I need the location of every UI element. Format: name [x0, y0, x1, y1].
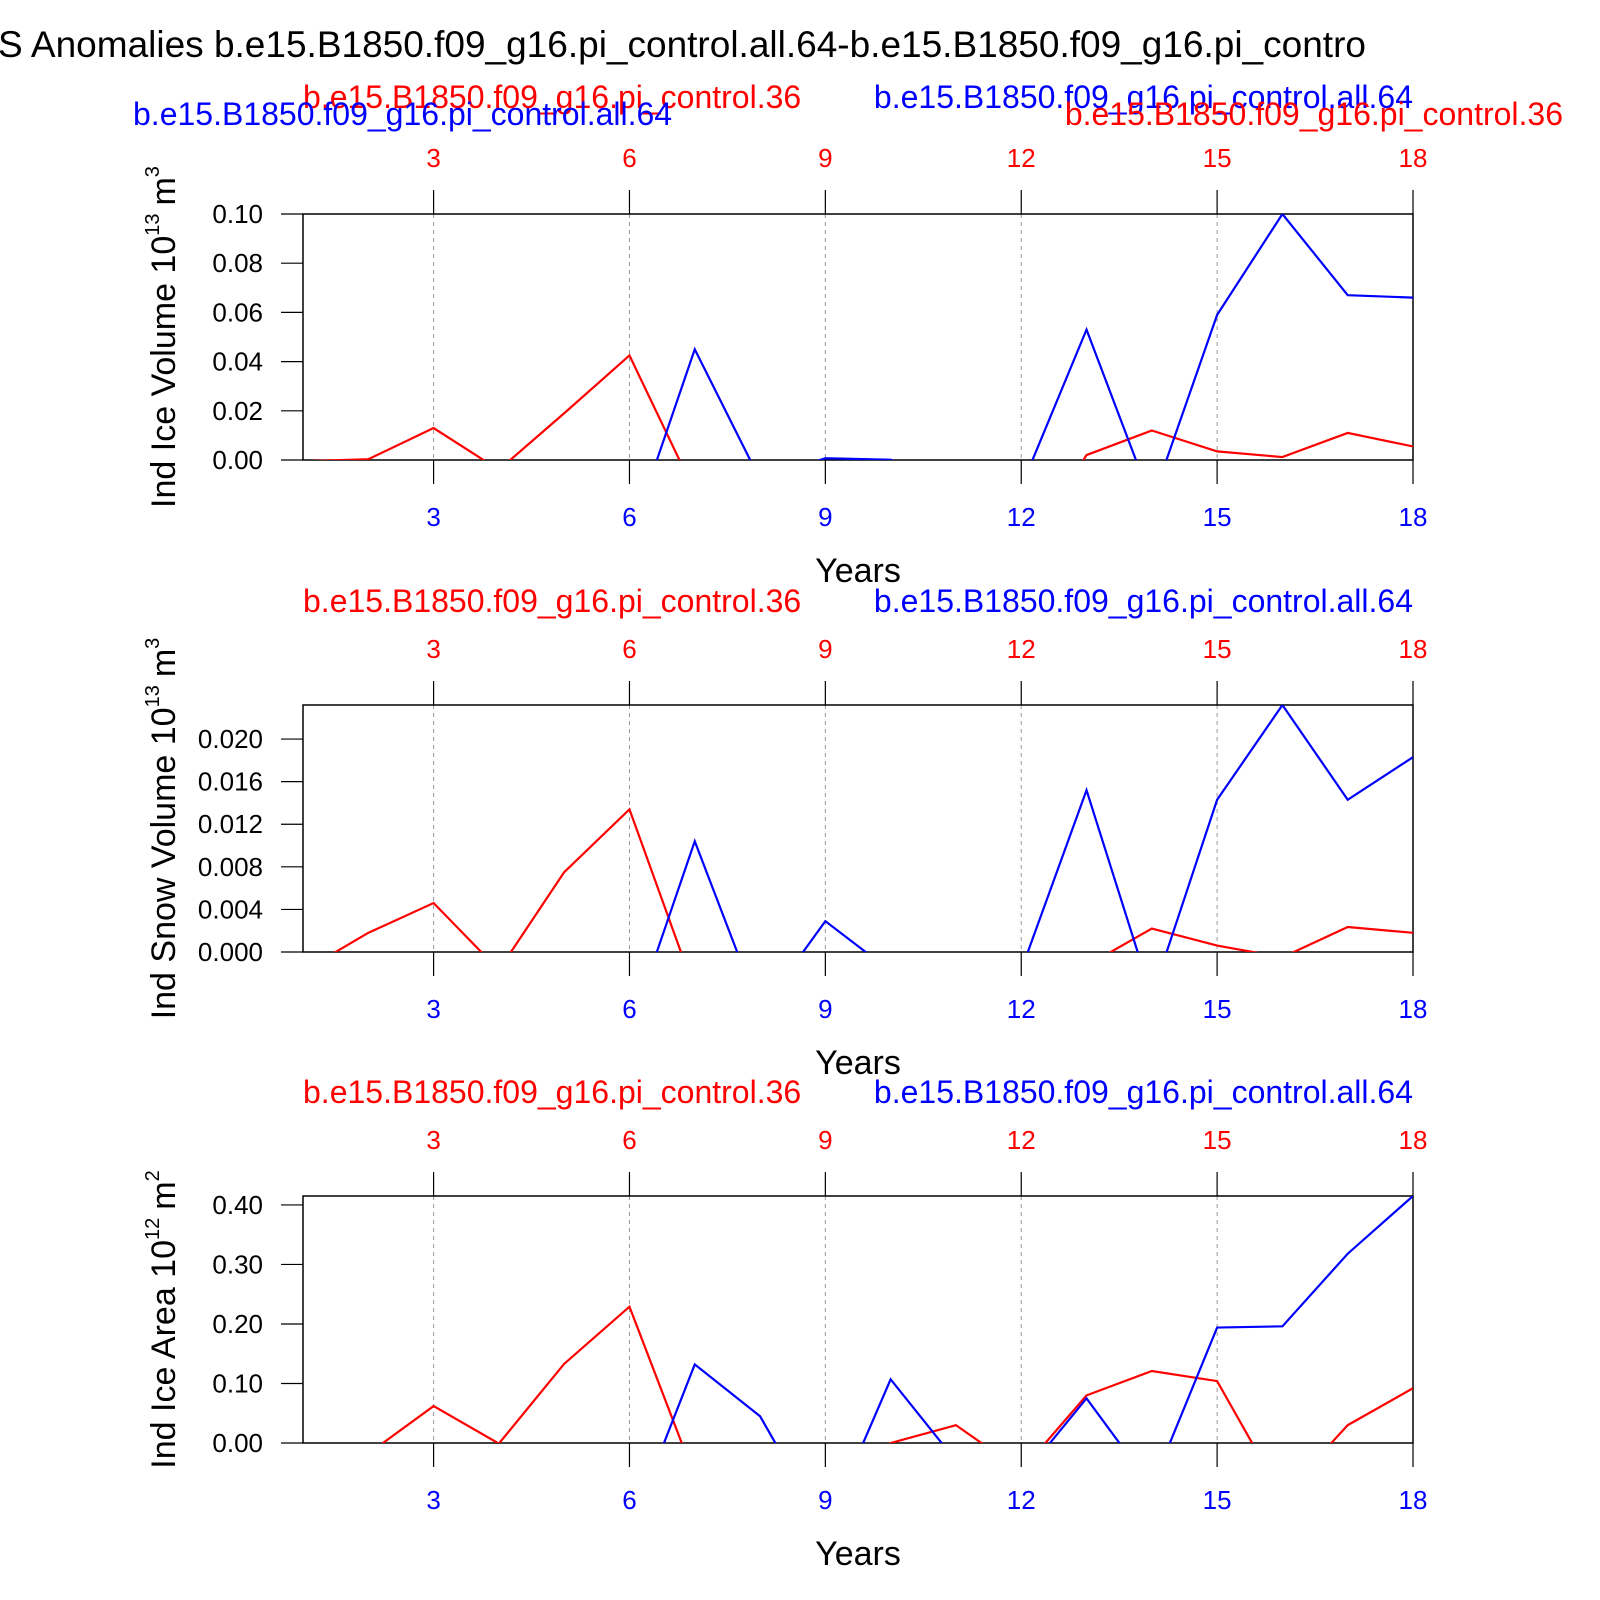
- x2-tick-label: 15: [1203, 634, 1232, 664]
- x2-tick-label: 18: [1399, 634, 1428, 664]
- y-axis-label-exponent: 12: [142, 1218, 164, 1240]
- y-tick-label: 0.02: [212, 396, 263, 426]
- x-tick-label: 18: [1399, 502, 1428, 532]
- x2-tick-label: 9: [818, 1125, 832, 1155]
- plot-frame: [302, 704, 1414, 953]
- x-tick-label: 15: [1203, 994, 1232, 1024]
- x2-tick-label: 6: [622, 1125, 636, 1155]
- series-label: b.e15.B1850.f09_g16.pi_control.36: [303, 79, 801, 115]
- x2-tick-label: 15: [1203, 143, 1232, 173]
- y-tick-label: 0.000: [198, 937, 263, 967]
- y-axis-label-exponent: 13: [142, 685, 164, 707]
- x-tick-label: 15: [1203, 1485, 1232, 1515]
- series-label: b.e15.B1850.f09_g16.pi_control.all.64: [874, 1074, 1413, 1110]
- x-tick-label: 15: [1203, 502, 1232, 532]
- x-tick-label: 6: [622, 1485, 636, 1515]
- y-axis-label: Ind Ice Volume 1013 m3: [142, 166, 183, 508]
- y-axis-label-exponent: 3: [142, 166, 164, 177]
- y-tick-label: 0.40: [212, 1190, 263, 1220]
- y-axis-label-part: Ind Ice Volume 10: [145, 236, 183, 508]
- x-tick-label: 3: [426, 994, 440, 1024]
- y-tick-label: 0.04: [212, 347, 263, 377]
- series-line: [655, 705, 1413, 952]
- x-tick-label: 3: [426, 1485, 440, 1515]
- x2-tick-label: 3: [426, 1125, 440, 1155]
- x2-tick-label: 9: [818, 634, 832, 664]
- series-label: b.e15.B1850.f09_g16.pi_control.all.64: [133, 96, 672, 132]
- x2-tick-label: 9: [818, 143, 832, 173]
- x2-tick-label: 3: [426, 634, 440, 664]
- x2-tick-label: 6: [622, 143, 636, 173]
- x2-tick-label: 18: [1399, 1125, 1428, 1155]
- x2-tick-label: 12: [1007, 634, 1036, 664]
- y-axis-label-exponent: 13: [142, 214, 164, 236]
- y-axis-label: Ind Snow Volume 1013 m3: [142, 638, 183, 1020]
- x2-tick-label: 12: [1007, 1125, 1036, 1155]
- series-label: b.e15.B1850.f09_g16.pi_control.36: [1065, 96, 1563, 132]
- y-tick-label: 0.020: [198, 724, 263, 754]
- series-label: b.e15.B1850.f09_g16.pi_control.36: [303, 583, 801, 619]
- y-axis-label-part: Ind Snow Volume 10: [145, 707, 183, 1019]
- x-tick-label: 12: [1007, 994, 1036, 1024]
- x-tick-label: 6: [622, 994, 636, 1024]
- x-tick-label: 9: [818, 502, 832, 532]
- y-tick-label: 0.10: [212, 199, 263, 229]
- x-axis-label: Years: [815, 1535, 901, 1573]
- series-label: b.e15.B1850.f09_g16.pi_control.all.64: [874, 583, 1413, 619]
- x-tick-label: 9: [818, 1485, 832, 1515]
- y-axis-label-exponent: 2: [142, 1170, 164, 1181]
- x2-tick-label: 6: [622, 634, 636, 664]
- x-axis-label: Years: [815, 1044, 901, 1082]
- y-tick-label: 0.06: [212, 297, 263, 327]
- figure-title: S Anomalies b.e15.B1850.f09_g16.pi_contr…: [0, 24, 1366, 65]
- x-tick-label: 9: [818, 994, 832, 1024]
- x-tick-label: 6: [622, 502, 636, 532]
- series-line: [662, 1196, 1413, 1443]
- series-label: b.e15.B1850.f09_g16.pi_control.36: [303, 1074, 801, 1110]
- y-tick-label: 0.012: [198, 809, 263, 839]
- y-axis-label: Ind Ice Area 1012 m2: [142, 1170, 183, 1468]
- y-axis-label-part: m: [145, 177, 183, 205]
- series-line: [655, 214, 1413, 460]
- y-axis-label-part: m: [145, 1181, 183, 1209]
- x-tick-label: 18: [1399, 1485, 1428, 1515]
- x2-tick-label: 18: [1399, 143, 1428, 173]
- x-tick-label: 12: [1007, 502, 1036, 532]
- plot-frame: [302, 1195, 1414, 1444]
- x2-tick-label: 3: [426, 143, 440, 173]
- y-tick-label: 0.10: [212, 1368, 263, 1398]
- x-axis-label: Years: [815, 552, 901, 590]
- y-axis-label-exponent: 3: [142, 638, 164, 649]
- y-tick-label: 0.30: [212, 1249, 263, 1279]
- y-tick-label: 0.08: [212, 248, 263, 278]
- x-tick-label: 3: [426, 502, 440, 532]
- y-tick-label: 0.00: [212, 1428, 263, 1458]
- y-tick-label: 0.20: [212, 1309, 263, 1339]
- y-tick-label: 0.00: [212, 445, 263, 475]
- series-line: [307, 353, 1413, 460]
- series-line: [381, 1304, 1413, 1443]
- y-tick-label: 0.008: [198, 852, 263, 882]
- y-axis-label-part: m: [145, 649, 183, 677]
- y-tick-label: 0.016: [198, 767, 263, 797]
- x-tick-label: 18: [1399, 994, 1428, 1024]
- y-tick-label: 0.004: [198, 894, 263, 924]
- series-line: [333, 807, 1413, 952]
- x-tick-label: 12: [1007, 1485, 1036, 1515]
- x2-tick-label: 12: [1007, 143, 1036, 173]
- series-label: b.e15.B1850.f09_g16.pi_control.all.64: [874, 79, 1413, 115]
- y-axis-label-part: Ind Ice Area 10: [145, 1240, 183, 1469]
- x2-tick-label: 15: [1203, 1125, 1232, 1155]
